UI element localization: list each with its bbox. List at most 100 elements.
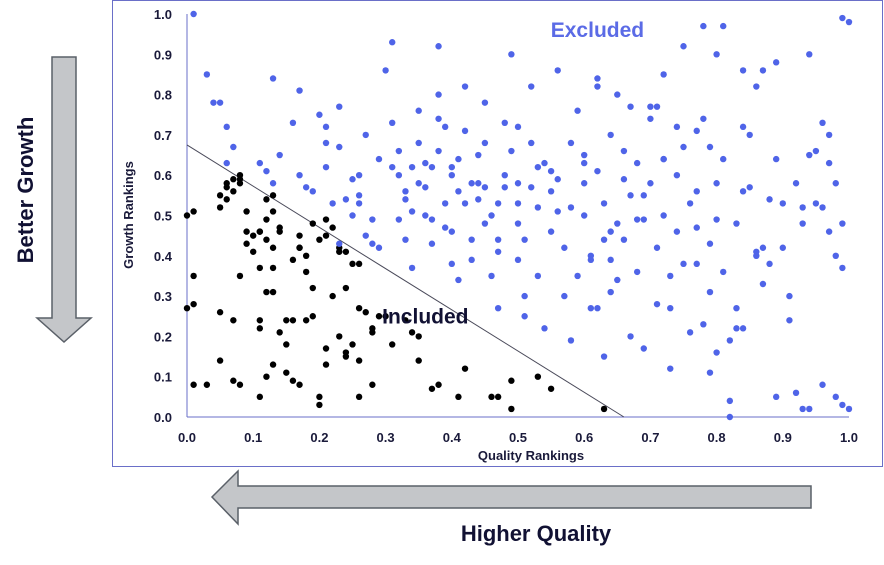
included-point (322, 216, 330, 223)
x-tick-label: 0.2 (310, 430, 328, 445)
excluded-point (435, 115, 442, 122)
excluded-point (302, 184, 310, 191)
excluded-point (422, 212, 429, 219)
included-point (243, 240, 250, 247)
included-point (322, 232, 330, 239)
x-tick-label: 0.3 (377, 430, 395, 445)
excluded-point (422, 184, 429, 191)
included-point (355, 357, 363, 364)
excluded-point (468, 256, 475, 264)
included-point (494, 393, 502, 401)
excluded-point (607, 288, 614, 296)
excluded-point (508, 147, 515, 155)
excluded-point (256, 159, 264, 167)
excluded-point (508, 51, 515, 58)
excluded-point (772, 59, 780, 66)
excluded-point (660, 155, 667, 163)
excluded-point (779, 200, 786, 207)
included-point (190, 208, 197, 215)
excluded-point (468, 236, 475, 243)
excluded-point (819, 381, 826, 388)
excluded-point (739, 67, 747, 74)
excluded-point (296, 172, 303, 179)
excluded-point (700, 115, 707, 122)
x-tick-label: 0.6 (575, 430, 593, 445)
annotation-label: Included (382, 305, 468, 328)
included-point (269, 208, 277, 215)
excluded-point (528, 83, 535, 90)
excluded-point (395, 172, 403, 179)
included-point (408, 329, 416, 336)
excluded-point (746, 131, 753, 139)
excluded-point (825, 228, 833, 235)
included-point (223, 196, 230, 203)
included-point (230, 176, 237, 183)
excluded-point (806, 405, 813, 413)
included-point (329, 292, 336, 300)
included-point (250, 232, 257, 239)
excluded-point (435, 147, 442, 155)
excluded-point (336, 103, 343, 110)
excluded-point (845, 405, 853, 413)
y-tick-label: 0.2 (154, 329, 172, 344)
excluded-point (667, 365, 674, 372)
included-point (600, 405, 608, 413)
excluded-point (633, 216, 641, 223)
excluded-point (408, 264, 416, 272)
excluded-point (660, 71, 667, 78)
included-point (243, 228, 250, 235)
included-point (236, 172, 244, 179)
excluded-point (693, 260, 700, 268)
included-point (349, 341, 356, 348)
included-point (336, 333, 343, 340)
excluded-point (746, 184, 753, 191)
included-point (269, 361, 277, 368)
excluded-point (673, 123, 681, 131)
included-point (283, 341, 290, 348)
excluded-point (554, 208, 561, 215)
excluded-point (402, 196, 409, 203)
excluded-point (759, 67, 767, 74)
excluded-point (488, 272, 495, 280)
excluded-point (567, 337, 575, 344)
excluded-point (455, 276, 462, 284)
y-tick-label: 0.8 (154, 88, 172, 103)
excluded-point (766, 260, 773, 268)
excluded-point (832, 180, 839, 187)
x-tick-label: 0.5 (509, 430, 527, 445)
included-point (362, 309, 369, 316)
excluded-point (216, 99, 224, 106)
x-tick-label: 0.8 (708, 430, 726, 445)
excluded-point (441, 123, 449, 131)
included-point (230, 317, 237, 324)
y-tick-label: 1.0 (154, 7, 172, 22)
y-tick-label: 0.7 (154, 128, 172, 143)
excluded-point (528, 184, 535, 191)
excluded-point (832, 252, 839, 259)
included-point (276, 329, 283, 336)
x-tick-label: 0.1 (244, 430, 262, 445)
excluded-point (488, 212, 495, 219)
included-point (216, 309, 224, 316)
excluded-point (647, 180, 654, 187)
included-point (269, 288, 277, 296)
excluded-point (494, 304, 502, 312)
excluded-point (614, 220, 621, 227)
excluded-point (772, 155, 780, 163)
included-point (190, 300, 197, 308)
excluded-point (230, 143, 237, 151)
excluded-point (713, 216, 720, 223)
excluded-point (514, 200, 522, 207)
excluded-point (607, 256, 614, 264)
included-point (269, 264, 277, 272)
excluded-point (720, 22, 727, 30)
excluded-point (600, 200, 608, 207)
excluded-point (845, 18, 853, 26)
included-point (316, 401, 323, 409)
excluded-point (594, 167, 601, 175)
excluded-point (190, 10, 197, 18)
included-point (216, 204, 224, 211)
y-tick-label: 0.6 (154, 168, 172, 183)
excluded-point (772, 393, 780, 401)
